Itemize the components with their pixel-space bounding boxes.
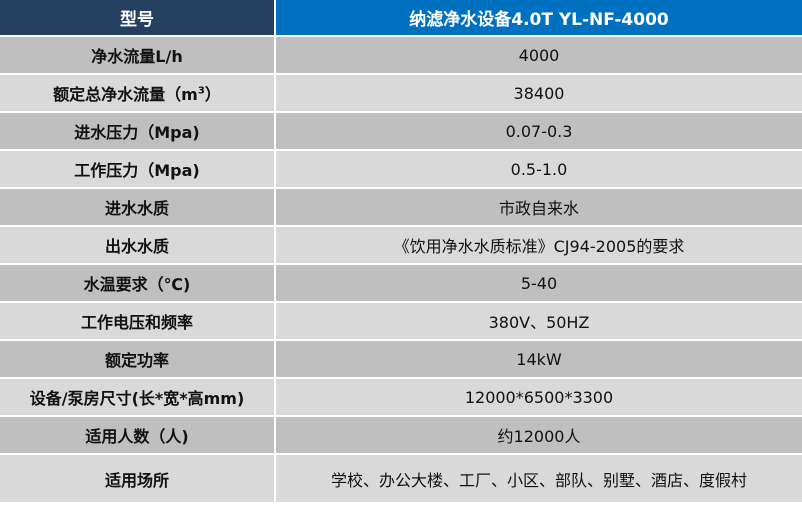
row-value: 约12000人 [274,415,802,455]
row-value: 学校、办公大楼、工厂、小区、部队、别墅、酒店、度假村 [274,453,802,502]
row-label: 适用人数（人) [0,415,276,455]
row-label: 出水水质 [0,225,276,265]
row-label: 净水流量L/h [0,35,276,75]
row-label: 水温要求（℃) [0,263,276,303]
spec-table: 型号 纳滤净水设备4.0T YL-NF-4000 净水流量L/h 4000 额定总… [0,0,802,502]
row-label: 适用场所 [0,453,276,502]
label-text: 额定总净水流量（m [53,85,198,104]
table-row: 出水水质 《饮用净水水质标准》CJ94-2005的要求 [0,225,802,265]
row-label: 工作压力（Mpa) [0,149,276,189]
table-row: 水温要求（℃) 5-40 [0,263,802,303]
row-value: 4000 [274,35,802,75]
row-label: 设备/泵房尺寸(长*宽*高mm) [0,377,276,417]
table-row: 净水流量L/h 4000 [0,35,802,75]
header-label: 型号 [0,0,276,37]
row-value: 市政自来水 [274,187,802,227]
row-value: 380V、50HZ [274,301,802,341]
row-value: 0.07-0.3 [274,111,802,151]
row-value: 5-40 [274,263,802,303]
row-label: 工作电压和频率 [0,301,276,341]
row-value: 0.5-1.0 [274,149,802,189]
row-label: 进水压力（Mpa) [0,111,276,151]
table-row: 适用场所 学校、办公大楼、工厂、小区、部队、别墅、酒店、度假村 [0,453,802,502]
table-row: 设备/泵房尺寸(长*宽*高mm) 12000*6500*3300 [0,377,802,417]
row-label: 额定功率 [0,339,276,379]
table-row: 工作电压和频率 380V、50HZ [0,301,802,341]
table-row: 额定总净水流量（m3） 38400 [0,73,802,113]
table-row: 工作压力（Mpa) 0.5-1.0 [0,149,802,189]
row-value: 14kW [274,339,802,379]
row-value: 《饮用净水水质标准》CJ94-2005的要求 [274,225,802,265]
header-model: 纳滤净水设备4.0T YL-NF-4000 [274,0,802,37]
table-header-row: 型号 纳滤净水设备4.0T YL-NF-4000 [0,0,802,37]
label-superscript: 3 [197,85,205,97]
row-value: 38400 [274,73,802,113]
table-row: 适用人数（人) 约12000人 [0,415,802,455]
table-row: 进水压力（Mpa) 0.07-0.3 [0,111,802,151]
table-row: 进水水质 市政自来水 [0,187,802,227]
table-row: 额定功率 14kW [0,339,802,379]
row-label: 额定总净水流量（m3） [0,73,276,113]
row-label: 进水水质 [0,187,276,227]
label-text-end: ） [204,85,221,104]
row-value: 12000*6500*3300 [274,377,802,417]
